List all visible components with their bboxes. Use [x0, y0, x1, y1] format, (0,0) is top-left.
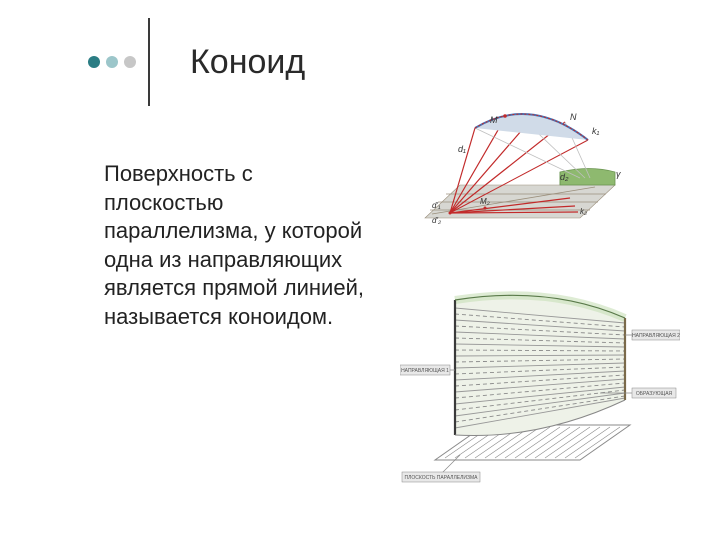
header-dots: [88, 56, 136, 68]
slide-header: Коноид: [88, 18, 305, 106]
label-d2p: d'₂: [432, 216, 441, 225]
label-guide-1: НАПРАВЛЯЮЩАЯ 1: [401, 368, 449, 374]
figure-conoid-projection: d₁ M N k₁ d₂ γ M₂ d'₁ d'₂ k₂: [420, 110, 650, 250]
label-generator: ОБРАЗУЮЩАЯ: [636, 391, 673, 397]
dot-1: [88, 56, 100, 68]
body-paragraph: Поверхность с плоскостью параллелизма, у…: [104, 160, 374, 332]
header-divider: [148, 18, 150, 106]
label-M2: M₂: [480, 197, 490, 206]
label-d1p: d'₁: [432, 201, 441, 210]
dot-3: [124, 56, 136, 68]
dot-2: [106, 56, 118, 68]
label-k1: k₁: [592, 126, 600, 136]
label-plane: ПЛОСКОСТЬ ПАРАЛЛЕЛИЗМА: [405, 475, 479, 481]
label-M: M: [490, 115, 498, 125]
slide-title: Коноид: [190, 43, 305, 82]
label-guide-2: НАПРАВЛЯЮЩАЯ 2: [632, 333, 680, 339]
label-k2: k₂: [580, 207, 587, 216]
label-gamma: γ: [616, 169, 621, 179]
label-d1: d₁: [458, 144, 466, 154]
label-N: N: [570, 112, 577, 122]
figure-conoid-surface: НАПРАВЛЯЮЩАЯ 1 НАПРАВЛЯЮЩАЯ 2 ОБРАЗУЮЩАЯ…: [400, 280, 680, 490]
label-d2: d₂: [560, 172, 569, 182]
